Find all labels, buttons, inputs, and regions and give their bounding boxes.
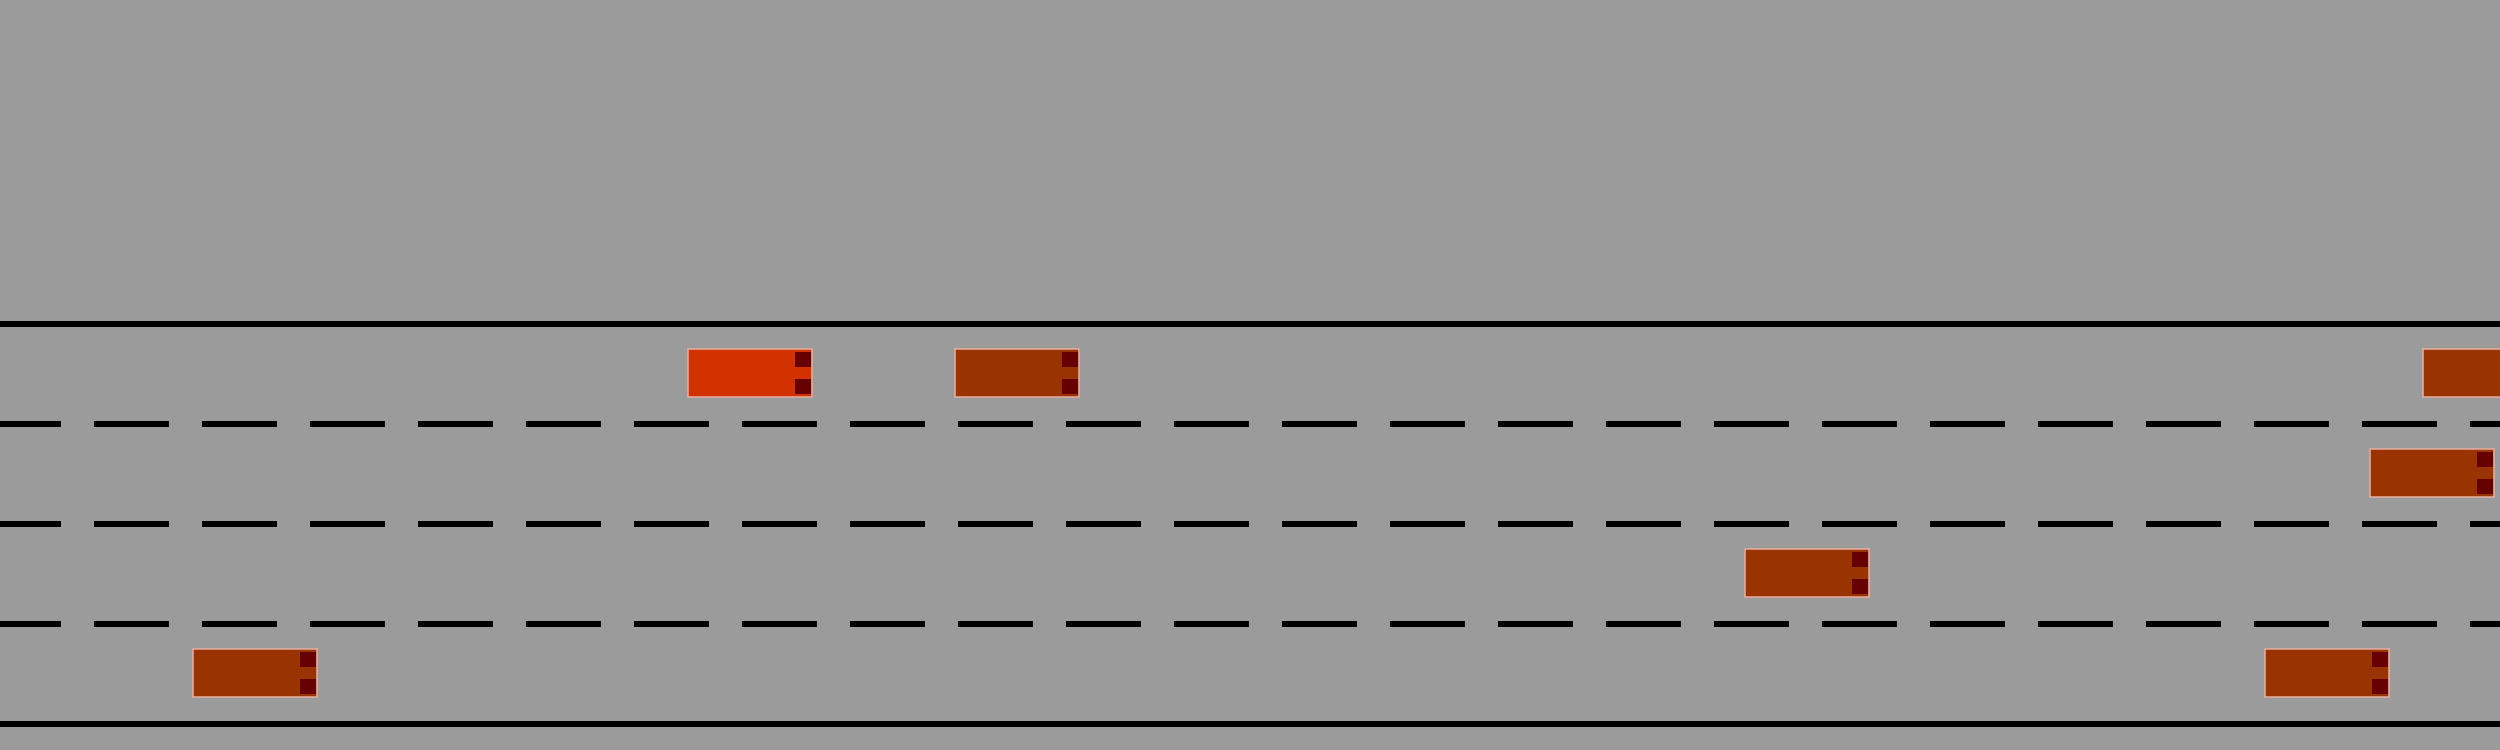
- road-boundary-top: [0, 321, 2500, 327]
- car-6-light-bottom: [2372, 679, 2388, 694]
- car-2: [2422, 348, 2500, 398]
- car-5-light-top: [300, 652, 316, 667]
- car-2-body: [2422, 348, 2500, 398]
- vehicles: [192, 348, 2500, 698]
- car-3-light-bottom: [2477, 479, 2493, 494]
- car-3: [2369, 448, 2495, 498]
- car-5-body: [192, 648, 318, 698]
- car-4-light-top: [1852, 552, 1868, 567]
- road-boundary-bottom: [0, 721, 2500, 727]
- car-4-body: [1744, 548, 1870, 598]
- car-1-body: [954, 348, 1080, 398]
- ego-car-body: [687, 348, 813, 398]
- car-6-light-top: [2372, 652, 2388, 667]
- car-6-body: [2264, 648, 2390, 698]
- car-6: [2264, 648, 2390, 698]
- car-5: [192, 648, 318, 698]
- car-4: [1744, 548, 1870, 598]
- ego-car: [687, 348, 813, 398]
- ego-car-light-bottom: [795, 379, 811, 394]
- car-1-light-bottom: [1062, 379, 1078, 394]
- car-3-light-top: [2477, 452, 2493, 467]
- lane-markings: [0, 321, 2500, 727]
- car-4-light-bottom: [1852, 579, 1868, 594]
- car-3-body: [2369, 448, 2495, 498]
- ego-car-light-top: [795, 352, 811, 367]
- car-5-light-bottom: [300, 679, 316, 694]
- car-1-light-top: [1062, 352, 1078, 367]
- car-1: [954, 348, 1080, 398]
